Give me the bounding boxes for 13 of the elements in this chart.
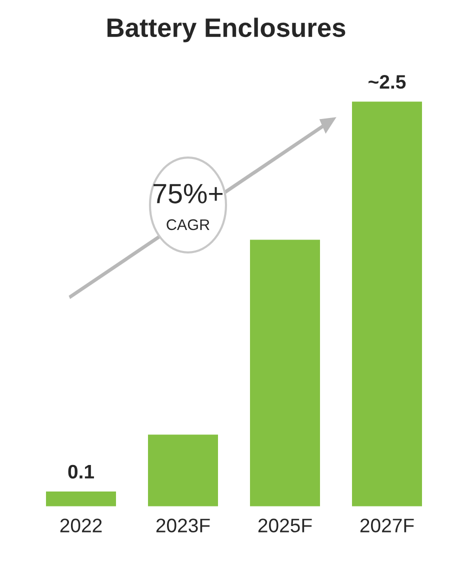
annotation: CAGR <box>166 219 210 230</box>
bar <box>44 490 118 507</box>
x-tick-label: 2025F <box>258 518 312 532</box>
chart-title: Battery Enclosures <box>108 18 346 42</box>
x-tick-label: 2027F <box>360 518 414 532</box>
x-tick-label: 2023F <box>156 518 210 532</box>
bar <box>248 238 322 507</box>
data-label: 0.1 <box>68 464 94 479</box>
bar <box>350 100 424 507</box>
data-label: ~2.5 <box>368 75 406 89</box>
x-tick-label: 2022 <box>60 518 102 532</box>
bar <box>146 433 220 507</box>
annotation: 75%+ <box>154 184 223 204</box>
